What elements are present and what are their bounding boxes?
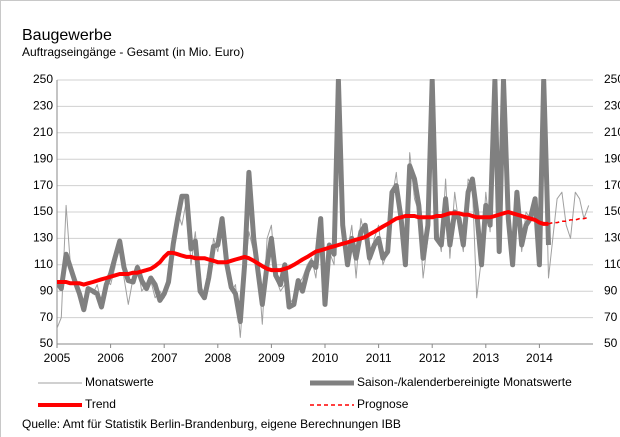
y2-tick-label: 150 <box>604 204 620 218</box>
y2-tick-label: 190 <box>604 151 620 165</box>
x-tick-label: 2007 <box>151 351 178 365</box>
x-tick-label: 2011 <box>366 351 392 365</box>
y-tick-label: 190 <box>33 151 53 165</box>
series-line <box>57 79 551 325</box>
y-tick-label: 230 <box>33 99 53 113</box>
series-line <box>57 210 549 287</box>
source-note: Quelle: Amt für Statistik Berlin-Branden… <box>22 417 401 431</box>
x-tick-label: 2012 <box>419 351 446 365</box>
x-tick-label: 2010 <box>312 351 339 365</box>
y2-tick-label: 90 <box>604 283 618 297</box>
y2-tick-label: 110 <box>604 257 620 271</box>
y2-tick-label: 130 <box>604 231 620 245</box>
y-tick-label: 150 <box>33 204 53 218</box>
x-tick-label: 2013 <box>472 351 499 365</box>
x-tick-label: 2009 <box>258 351 285 365</box>
y-tick-label: 70 <box>40 310 54 324</box>
legend-label: Monatswerte <box>85 375 154 389</box>
x-tick-label: 2005 <box>44 351 71 365</box>
y-tick-label: 130 <box>33 231 53 245</box>
legend: Monatswerte Saison-/kalenderbereinigte Mo… <box>38 375 572 411</box>
y-tick-label: 50 <box>40 336 54 350</box>
y-tick-label: 110 <box>34 257 53 271</box>
y-tick-label: 90 <box>40 283 54 297</box>
plot-area <box>57 79 590 338</box>
y-tick-label: 210 <box>33 125 53 139</box>
y2-tick-label: 170 <box>604 178 620 192</box>
y2-tick-label: 210 <box>604 125 620 139</box>
y-tick-label: 250 <box>33 72 53 86</box>
legend-label: Trend <box>85 397 116 411</box>
legend-label: Saison-/kalenderbereinigte Monatswerte <box>357 375 572 389</box>
x-tick-label: 2014 <box>526 351 553 365</box>
x-tick-label: 2006 <box>97 351 124 365</box>
chart-subtitle: Auftragseingänge - Gesamt (in Mio. Euro) <box>22 45 244 59</box>
x-tick-label: 2008 <box>204 351 231 365</box>
y2-tick-label: 250 <box>604 72 620 86</box>
y2-tick-label: 230 <box>604 99 620 113</box>
y2-tick-label: 70 <box>604 310 618 324</box>
chart-title: Baugewerbe <box>22 27 112 44</box>
y-tick-label: 170 <box>33 178 53 192</box>
y2-tick-label: 50 <box>604 336 618 350</box>
legend-label: Prognose <box>357 397 409 411</box>
